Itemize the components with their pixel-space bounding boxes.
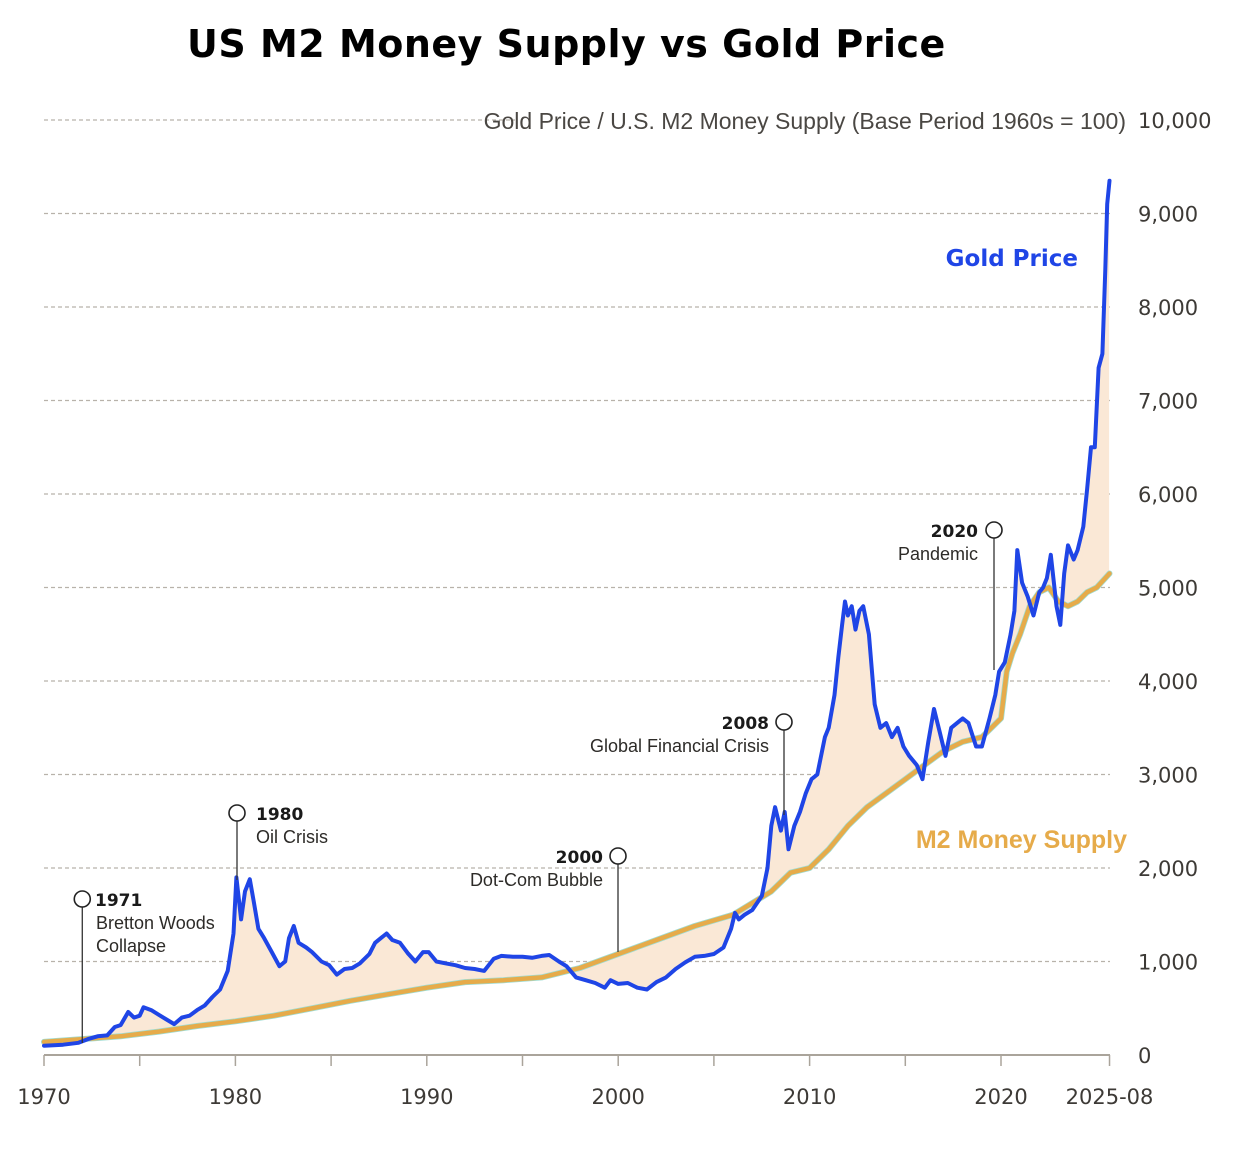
y-tick-label: 6,000 [1138, 483, 1198, 507]
x-tick-label: 1970 [17, 1085, 70, 1109]
gridlines [44, 119, 1110, 963]
x-tick-label: 1980 [209, 1085, 262, 1109]
annotation-text: Collapse [96, 936, 166, 956]
annotation-year: 2008 [722, 714, 769, 734]
y-axis-title: Gold Price / U.S. M2 Money Supply (Base … [484, 108, 1126, 134]
x-tick-label: 1990 [400, 1085, 453, 1109]
annotation-marker-icon [775, 713, 793, 731]
y-tick-label: 3,000 [1138, 764, 1198, 788]
m2-money-supply-label: M2 Money Supply [916, 826, 1127, 854]
annotation-text: Pandemic [898, 544, 978, 564]
x-axis: 1970 1980 1990 2000 2010 2020 2025-08 [17, 1054, 1154, 1109]
y-tick-label: 2,000 [1138, 857, 1198, 881]
chart-title: US M2 Money Supply vs Gold Price [187, 22, 946, 66]
x-tick-label: 2000 [591, 1085, 644, 1109]
annotation-marker-icon [609, 847, 627, 865]
y-tick-label: 4,000 [1138, 670, 1198, 694]
annotation-marker-icon [228, 804, 246, 822]
y-tick-label: 0 [1138, 1044, 1151, 1068]
annotation-text: Dot-Com Bubble [470, 870, 603, 890]
gold-price-label: Gold Price [946, 246, 1078, 272]
series-labels: Gold Price M2 Money Supply [916, 246, 1127, 854]
annotation-year: 2020 [931, 522, 978, 542]
series-lines [41, 178, 1113, 1048]
y-tick-label: 10,000 [1138, 109, 1211, 133]
m2-series-edge [41, 570, 1113, 1045]
annotation-text: Oil Crisis [256, 827, 328, 847]
annotation-year: 1980 [256, 805, 303, 825]
y-tick-label: 1,000 [1138, 951, 1198, 975]
x-tick-label: 2020 [974, 1085, 1027, 1109]
annotation-marker-icon [985, 521, 1003, 539]
x-tick-label: 2025-08 [1066, 1085, 1154, 1109]
annotation-year: 2000 [556, 848, 603, 868]
gold-price-line [42, 178, 1112, 1048]
y-tick-label: 8,000 [1138, 296, 1198, 320]
annotation-year: 1971 [95, 891, 142, 911]
y-tick-label: 5,000 [1138, 577, 1198, 601]
y-axis: 0 1,000 2,000 3,000 4,000 5,000 6,000 7,000 8,00… [1138, 109, 1211, 1068]
x-tick-label: 2010 [783, 1085, 836, 1109]
annotation-text: Bretton Woods [96, 913, 215, 933]
annotation-text: Global Financial Crisis [590, 736, 769, 756]
y-tick-label: 9,000 [1138, 203, 1198, 227]
annotation-marker-icon [73, 890, 92, 908]
y-tick-label: 7,000 [1138, 390, 1198, 414]
